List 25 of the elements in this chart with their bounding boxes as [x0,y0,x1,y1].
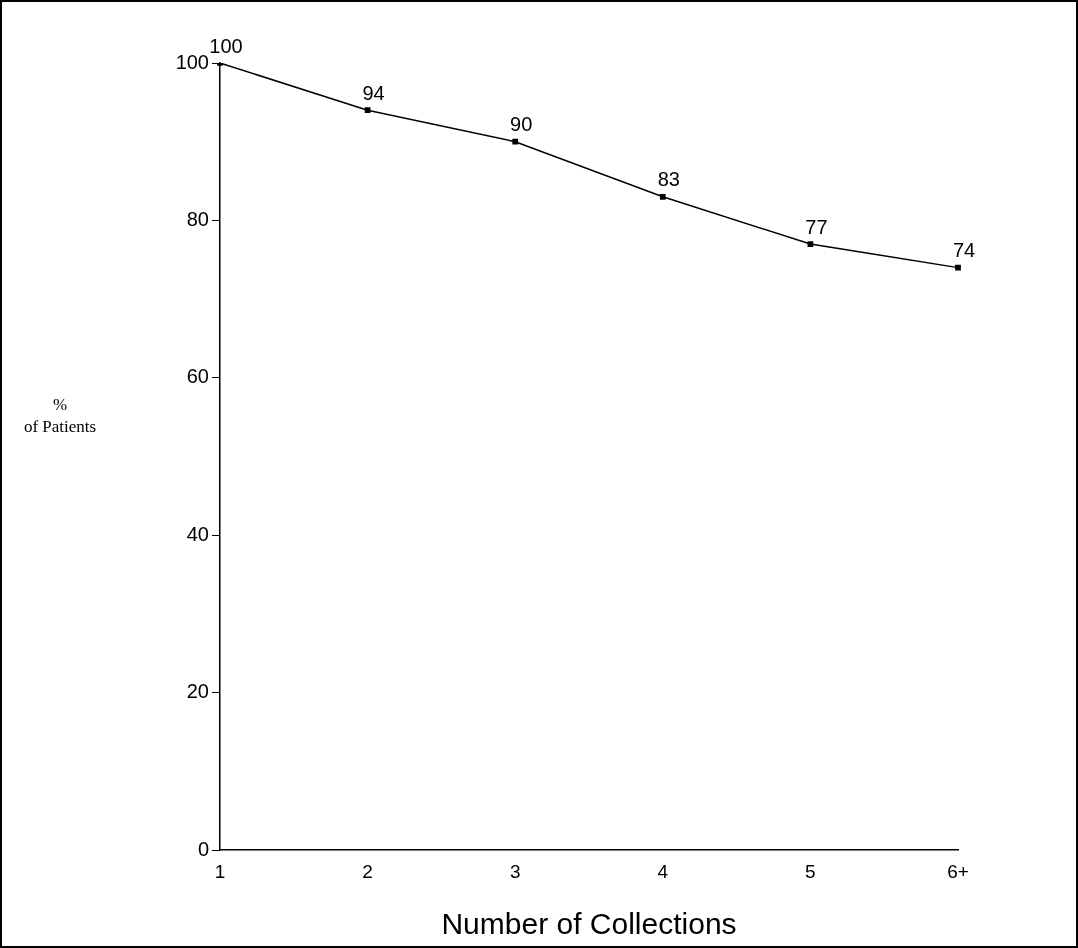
point [659,193,666,200]
x-tick-label: 4 [657,860,669,882]
point [807,241,814,247]
point [364,107,371,114]
data-label: 74 [952,239,976,262]
data-label: 94 [362,81,385,104]
point [955,264,961,271]
y-tick-label: 40 [186,522,209,545]
point [512,138,519,145]
data-label: 90 [510,113,533,136]
x-tick-label: 6+ [947,860,969,882]
y-tick-label: 0 [197,837,209,860]
y-tick-label: 60 [186,365,209,388]
x-tick-label: 5 [805,860,816,882]
data-label: 77 [805,215,828,238]
y-axis-title: % of Patients [23,394,97,436]
data-label: 100 [209,34,243,57]
x-tick-label: 2 [362,860,373,882]
y-tick-label: 20 [186,680,209,703]
data-label: 83 [657,168,680,191]
x-axis-title: Number of Collections [441,907,737,941]
x-tick-label: 1 [214,860,226,882]
y-tick-label: 80 [186,207,209,230]
y-tick-label: 100 [175,50,209,73]
x-tick-label: 3 [509,860,521,882]
